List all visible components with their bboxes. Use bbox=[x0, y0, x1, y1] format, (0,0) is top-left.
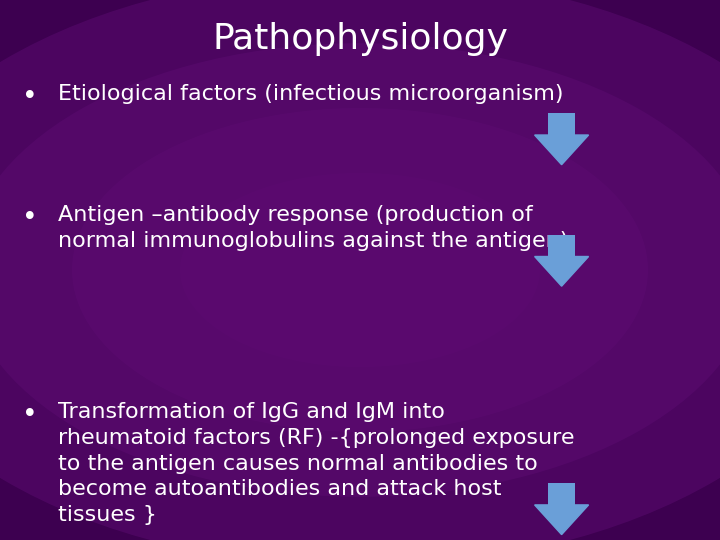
Bar bbox=[548, 235, 575, 256]
Text: •: • bbox=[22, 205, 37, 231]
Polygon shape bbox=[534, 505, 589, 535]
Text: Transformation of IgG and IgM into
rheumatoid factors (RF) -{prolonged exposure
: Transformation of IgG and IgM into rheum… bbox=[58, 402, 574, 525]
Text: Pathophysiology: Pathophysiology bbox=[212, 22, 508, 56]
Bar bbox=[548, 483, 575, 505]
Polygon shape bbox=[534, 256, 589, 286]
Text: Etiological factors (infectious microorganism): Etiological factors (infectious microorg… bbox=[58, 84, 563, 104]
Polygon shape bbox=[534, 135, 589, 165]
Text: Antigen –antibody response (production of
normal immunoglobulins against the ant: Antigen –antibody response (production o… bbox=[58, 205, 568, 251]
Ellipse shape bbox=[72, 108, 648, 432]
Ellipse shape bbox=[0, 43, 720, 497]
Bar bbox=[548, 113, 575, 135]
Text: •: • bbox=[22, 84, 37, 110]
Ellipse shape bbox=[180, 173, 540, 367]
Text: •: • bbox=[22, 402, 37, 428]
